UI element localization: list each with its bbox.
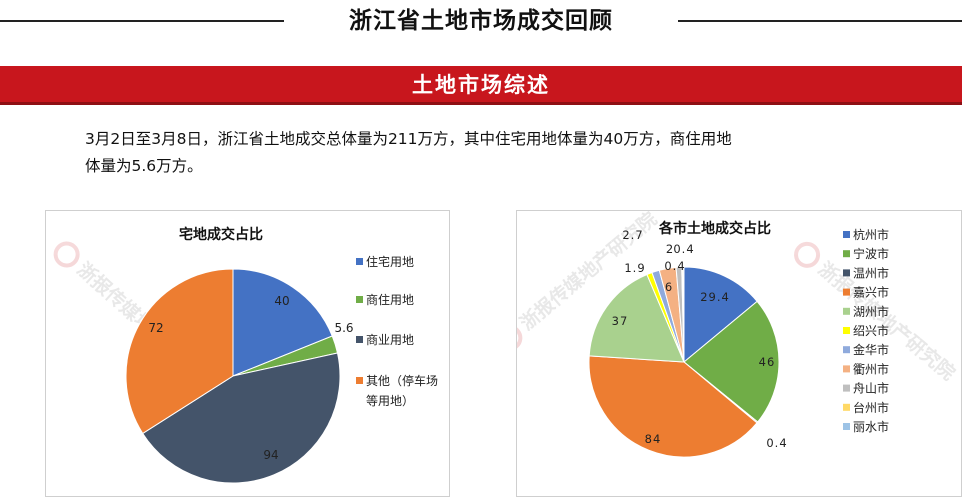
data-label: 72 (148, 321, 163, 335)
pie-slice (125, 268, 234, 435)
title-rule-right (678, 20, 962, 22)
legend-swatch (843, 365, 850, 373)
legend-swatch (843, 250, 850, 258)
legend-label: 台州市 (853, 400, 889, 415)
data-label: 5.6 (334, 321, 353, 335)
legend-swatch (843, 327, 850, 334)
legend-swatch (356, 336, 363, 343)
legend-swatch (843, 288, 850, 296)
pie-slice (232, 268, 333, 377)
legend-label: 杭州市 (853, 227, 889, 242)
chart-panel-cities: 浙报传媒地产研究院 浙报传媒地产研究院 各市土地成交占比 29.4 46 0.4 84 37 1… (516, 210, 962, 497)
data-label: 37 (612, 314, 629, 328)
section-banner: 土地市场综述 (0, 66, 962, 105)
data-label: 2 (666, 242, 674, 256)
pie-slice (142, 352, 341, 484)
watermark-logo (53, 241, 80, 268)
data-label: 0.4 (664, 259, 685, 273)
pie-slice (683, 266, 758, 364)
data-label: 6 (665, 280, 673, 294)
data-label: 94 (263, 448, 278, 462)
legend-swatch (843, 269, 850, 277)
data-label: 40 (274, 294, 289, 308)
legend-label: 商业用地 (366, 332, 414, 347)
legend-swatch (843, 307, 850, 315)
pie-slice (682, 266, 685, 363)
section-title: 土地市场综述 (412, 73, 550, 97)
data-label: 46 (759, 355, 776, 369)
data-label: 2.7 (622, 228, 643, 242)
legend-label: 嘉兴市 (853, 285, 889, 300)
legend-label: 湖州市 (853, 304, 889, 319)
legend-label: 住宅用地 (366, 254, 414, 269)
legend-swatch (843, 231, 850, 238)
summary-line-2: 体量为5.6万方。 (85, 157, 203, 175)
legend-label: 商住用地 (366, 292, 414, 307)
legend-label: 金华市 (853, 342, 889, 357)
data-label: 29.4 (700, 290, 730, 304)
pie-slice (588, 355, 758, 458)
data-label: 84 (645, 432, 662, 446)
legend-label: 舟山市 (853, 381, 889, 396)
legend-label: 宁波市 (853, 246, 889, 261)
legend-label: 等用地） (366, 394, 414, 408)
data-label: 0.4 (766, 436, 787, 450)
data-label: 0.4 (673, 242, 694, 256)
legend-swatch (356, 377, 363, 384)
legend-label: 绍兴市 (853, 323, 889, 338)
residential-pie-chart: 浙报传媒地产研究院宅地成交占比405.69472住宅用地商住用地商业用地其他（停… (53, 226, 438, 484)
legend-swatch (843, 423, 850, 430)
legend-swatch (843, 346, 850, 354)
pie-slice (588, 273, 685, 363)
watermark-logo (517, 324, 523, 351)
legend-swatch (843, 384, 850, 392)
chart-title: 宅地成交占比 (179, 226, 263, 243)
pie-slice (683, 300, 780, 423)
cities-pie-chart: 浙报传媒地产研究院 浙报传媒地产研究院各市土地成交占比29.4460.484371… (517, 211, 960, 458)
legend-swatch (356, 296, 363, 303)
title-rule-left (0, 20, 284, 22)
legend-swatch (843, 403, 850, 411)
summary-line-1: 3月2日至3月8日，浙江省土地成交总体量为211万方，其中住宅用地体量为40万方… (85, 130, 732, 148)
page-title: 浙江省土地市场成交回顾 (349, 8, 613, 34)
legend-label: 温州市 (853, 265, 889, 280)
legend-label: 衢州市 (853, 361, 889, 376)
data-label: 1.9 (624, 261, 645, 275)
legend-label: 丽水市 (853, 419, 889, 434)
chart-panel-residential: 浙报传媒地产研究院宅地成交占比405.69472住宅用地商住用地商业用地其他（停… (45, 210, 450, 497)
summary-text: 3月2日至3月8日，浙江省土地成交总体量为211万方，其中住宅用地体量为40万方… (85, 126, 885, 180)
legend-label: 其他（停车场 (366, 373, 438, 388)
legend-swatch (356, 258, 363, 265)
watermark-logo (794, 241, 821, 268)
chart-title: 各市土地成交占比 (658, 220, 771, 237)
